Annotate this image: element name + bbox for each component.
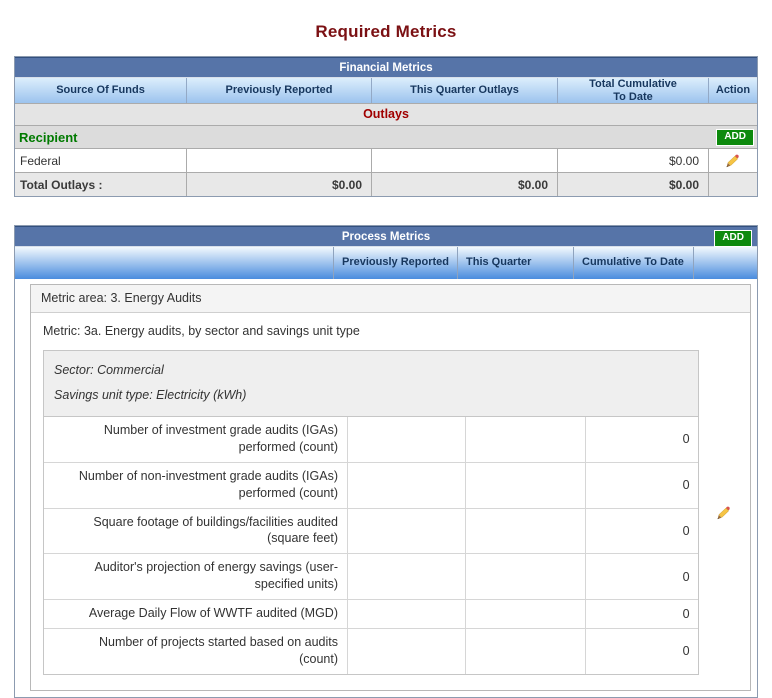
financial-metrics-title-bar: Financial Metrics [15, 57, 757, 78]
metric-area-label: Metric area: 3. Energy Audits [31, 285, 750, 313]
process-column-header-row: Previously Reported This Quarter Cumulat… [15, 247, 757, 279]
table-row: Number of non-investment grade audits (I… [44, 462, 698, 509]
sector-metrics-table: Sector: Commercial Savings unit type: El… [43, 350, 699, 675]
column-header-total-cumulative: Total Cumulative To Date [558, 78, 709, 103]
cell-previously-reported [348, 628, 466, 674]
edit-outlay-button[interactable] [725, 152, 741, 169]
total-action-cell [709, 173, 757, 196]
financial-metrics-table: Financial Metrics Source Of Funds Previo… [14, 56, 758, 197]
cell-cumulative: 0 [682, 644, 690, 659]
page: Required Metrics Financial Metrics Sourc… [14, 22, 758, 698]
recipient-group-label: Recipient [19, 129, 78, 145]
total-this-quarter: $0.00 [372, 173, 558, 196]
process-metrics-title-bar: Process Metrics ADD [15, 226, 757, 247]
column-header-action: Action [715, 84, 751, 97]
column-header-previously-reported: Previously Reported [187, 78, 372, 103]
savings-unit-label: Savings unit type: Electricity (kWh) [54, 388, 247, 402]
cell-this-quarter [466, 628, 586, 674]
total-cumulative: $0.00 [558, 173, 709, 196]
table-row: Square footage of buildings/facilities a… [44, 508, 698, 555]
column-header-previously-reported: Previously Reported [334, 247, 458, 279]
financial-column-header-row: Source Of Funds Previously Reported This… [15, 78, 757, 103]
table-row-federal: Federal $0.00 [15, 149, 757, 173]
cell-cumulative: 0 [682, 523, 690, 538]
cell-cumulative: 0 [682, 569, 690, 584]
column-header-this-quarter-outlays: This Quarter Outlays [372, 78, 558, 103]
cell-previously-reported [348, 600, 466, 628]
process-metrics-body: Metric area: 3. Energy Audits Metric: 3a… [15, 279, 757, 697]
cell-this-quarter [372, 149, 558, 172]
metric-area-box: Metric area: 3. Energy Audits Metric: 3a… [30, 284, 751, 691]
pencil-icon [726, 154, 739, 168]
cell-cumulative: $0.00 [558, 149, 709, 172]
metric-action-cell [699, 350, 750, 675]
sector-section: Sector: Commercial Savings unit type: El… [31, 350, 750, 690]
cell-cumulative: 0 [682, 606, 690, 621]
metric-row-label: Square footage of buildings/facilities a… [44, 508, 348, 554]
edit-metric-button[interactable] [716, 504, 732, 521]
add-process-metric-button[interactable]: ADD [714, 230, 752, 247]
cell-this-quarter [466, 554, 586, 599]
metric-row-label: Number of non-investment grade audits (I… [44, 462, 348, 508]
column-header-this-quarter: This Quarter [458, 247, 574, 279]
total-label: Total Outlays : [15, 173, 187, 196]
column-header-blank [15, 247, 334, 279]
column-header-cumulative-to-date: Cumulative To Date [574, 247, 694, 279]
cell-previously-reported [187, 149, 372, 172]
table-row: Number of projects started based on audi… [44, 628, 698, 674]
page-title: Required Metrics [315, 22, 457, 41]
metric-row-label: Average Daily Flow of WWTF audited (MGD) [44, 600, 348, 628]
metric-row-label: Number of investment grade audits (IGAs)… [44, 417, 348, 462]
sector-header: Sector: Commercial Savings unit type: El… [44, 351, 698, 417]
metric-row-label: Auditor's projection of energy savings (… [44, 554, 348, 599]
cell-previously-reported [348, 508, 466, 554]
table-row: Auditor's projection of energy savings (… [44, 554, 698, 600]
metric-label: Metric: 3a. Energy audits, by sector and… [43, 324, 360, 338]
process-metrics-title: Process Metrics [341, 231, 431, 243]
pencil-icon [717, 506, 730, 519]
cell-cumulative: 0 [682, 478, 690, 493]
add-outlay-button[interactable]: ADD [716, 128, 754, 146]
cell-previously-reported [348, 417, 466, 462]
sector-label: Sector: Commercial [54, 363, 164, 377]
table-row: Average Daily Flow of WWTF audited (MGD)… [44, 600, 698, 629]
outlays-section-row: Outlays [15, 103, 757, 126]
cell-this-quarter [466, 508, 586, 554]
cell-this-quarter [466, 462, 586, 508]
cell-this-quarter [466, 600, 586, 628]
cell-previously-reported [348, 462, 466, 508]
cell-action [709, 149, 757, 172]
column-header-source-of-funds: Source Of Funds [15, 78, 187, 103]
total-outlays-row: Total Outlays : $0.00 $0.00 $0.00 [15, 173, 757, 196]
metric-row-label: Number of projects started based on audi… [44, 628, 348, 674]
total-previously-reported: $0.00 [187, 173, 372, 196]
cell-this-quarter [466, 417, 586, 462]
cell-previously-reported [348, 554, 466, 599]
cell-source: Federal [15, 149, 187, 172]
process-metrics-table: Process Metrics ADD Previously Reported … [14, 225, 758, 698]
recipient-group-row: Recipient ADD [15, 126, 757, 149]
cell-cumulative: 0 [682, 432, 690, 447]
financial-metrics-title: Financial Metrics [339, 62, 433, 74]
column-header-action-blank [694, 247, 757, 279]
table-row: Number of investment grade audits (IGAs)… [44, 417, 698, 463]
